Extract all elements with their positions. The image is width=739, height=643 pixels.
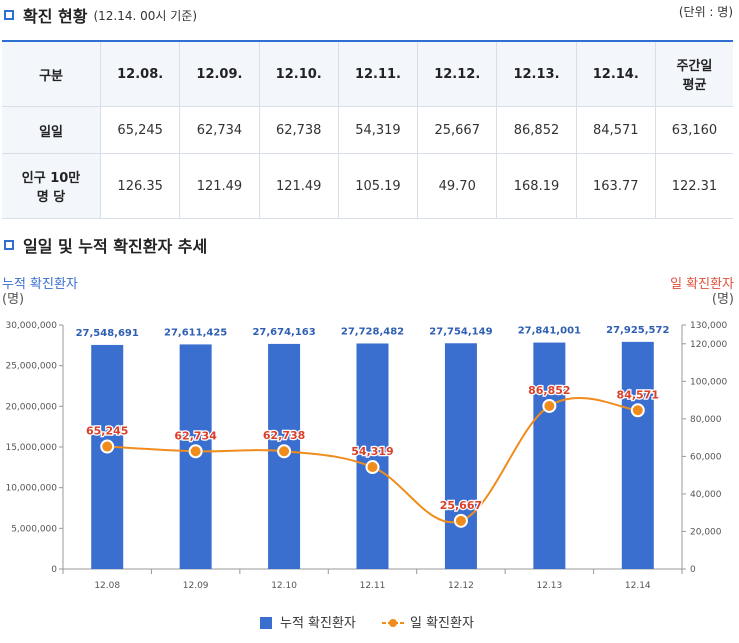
x-tick-label: 12.12 <box>448 581 474 591</box>
left-tick-label: 0 <box>51 565 57 575</box>
legend-bar-label: 누적 확진환자 <box>280 616 356 631</box>
table-row: 일일 65,245 62,734 62,738 54,319 25,667 86… <box>2 106 733 154</box>
header-date: 12.13. <box>496 41 577 107</box>
cell-value: 163.77 <box>576 153 656 219</box>
cell-value: 105.19 <box>338 153 419 219</box>
cell-value: 49.70 <box>417 153 498 219</box>
left-tick-label: 5,000,000 <box>11 524 57 534</box>
cell-value: 126.35 <box>100 153 181 219</box>
bar <box>91 344 124 569</box>
right-tick-label: 60,000 <box>690 452 722 462</box>
line-label: 25,667 <box>440 499 482 512</box>
legend-line-label: 일 확진환자 <box>410 616 474 631</box>
right-tick-label: 80,000 <box>690 415 722 425</box>
x-tick-label: 12.14 <box>625 581 651 591</box>
cell-avg: 63,160 <box>655 106 733 154</box>
cell-value: 121.49 <box>259 153 339 219</box>
line-label: 62,738 <box>263 429 305 442</box>
left-tick-label: 15,000,000 <box>5 443 57 453</box>
x-tick-label: 12.11 <box>360 581 386 591</box>
bar-label: 27,728,482 <box>341 326 404 337</box>
section-status-subtitle: (12.14. 00시 기준) <box>93 8 198 23</box>
line-point <box>542 398 557 413</box>
x-tick-label: 12.13 <box>536 581 562 591</box>
header-date: 12.11. <box>338 41 419 107</box>
line-point <box>630 403 645 418</box>
header-date: 12.10. <box>259 41 339 107</box>
header-label: 구분 <box>2 41 102 107</box>
bar-label: 27,611,425 <box>164 327 227 338</box>
unit-label: (단위 : 명) <box>678 5 733 19</box>
section-trend-header: 일일 및 누적 확진환자 추세 <box>4 233 207 257</box>
cell-value: 62,738 <box>259 106 339 154</box>
line-label: 62,734 <box>174 429 217 442</box>
right-axis-unit: (명) <box>712 292 734 307</box>
right-tick-label: 130,000 <box>690 321 727 331</box>
section-status-header: 확진 현황 (12.14. 00시 기준) <box>4 3 197 27</box>
cell-value: 65,245 <box>100 106 181 154</box>
bar-label: 27,548,691 <box>76 328 139 339</box>
line-label: 86,852 <box>528 384 570 397</box>
cell-avg: 122.31 <box>655 153 733 219</box>
bar-label: 27,754,149 <box>429 326 492 337</box>
bar <box>356 343 389 569</box>
bar-label: 27,674,163 <box>252 327 315 338</box>
cell-value: 86,852 <box>496 106 577 154</box>
table-row: 인구 10만 명 당 126.35 121.49 121.49 105.19 49… <box>2 153 733 219</box>
left-tick-label: 10,000,000 <box>5 484 57 494</box>
x-tick-label: 12.10 <box>271 581 297 591</box>
table-header-row: 구분 12.08. 12.09. 12.10. 12.11. 12.12. 12… <box>2 41 733 107</box>
header-date: 12.12. <box>417 41 498 107</box>
section-status-title: 확진 현황 <box>23 7 88 26</box>
right-tick-label: 20,000 <box>690 527 722 537</box>
bar <box>533 342 566 569</box>
left-tick-label: 20,000,000 <box>5 402 57 412</box>
cell-value: 84,571 <box>576 106 656 154</box>
right-tick-label: 40,000 <box>690 490 722 500</box>
line-label: 65,245 <box>86 425 128 438</box>
header-date: 12.08. <box>100 41 181 107</box>
right-axis-title: 일 확진환자 <box>670 277 734 292</box>
line-point <box>453 513 468 528</box>
bar-label: 27,841,001 <box>518 326 581 337</box>
left-tick-label: 25,000,000 <box>5 362 57 372</box>
line-point <box>188 444 203 459</box>
left-axis-title: 누적 확진환자 <box>2 277 78 292</box>
cell-value: 121.49 <box>179 153 260 219</box>
right-tick-label: 120,000 <box>690 340 727 350</box>
cell-value: 54,319 <box>338 106 419 154</box>
x-tick-label: 12.08 <box>94 581 120 591</box>
row-label-per-100k: 인구 10만 명 당 <box>2 153 102 219</box>
line-point <box>100 439 115 454</box>
bar-label: 27,925,572 <box>606 325 669 336</box>
line-point <box>277 444 292 459</box>
left-tick-label: 30,000,000 <box>5 321 57 331</box>
trend-chart: 누적 확진환자(명)일 확진환자(명)05,000,00010,000,0001… <box>2 277 734 631</box>
bar <box>621 341 654 569</box>
row-label-daily: 일일 <box>2 106 102 154</box>
header-weekly-avg: 주간일 평균 <box>655 41 733 107</box>
section-square-icon <box>4 10 14 20</box>
right-tick-label: 100,000 <box>690 377 727 387</box>
cell-value: 168.19 <box>496 153 577 219</box>
header-date: 12.09. <box>179 41 260 107</box>
legend-bar-swatch <box>260 617 272 629</box>
right-tick-label: 0 <box>690 565 696 575</box>
status-table: 구분 12.08. 12.09. 12.10. 12.11. 12.12. 12… <box>2 40 733 219</box>
line-point <box>365 460 380 475</box>
section-trend-title: 일일 및 누적 확진환자 추세 <box>23 237 208 256</box>
x-tick-label: 12.09 <box>183 581 209 591</box>
bar <box>444 343 477 569</box>
legend-line-marker <box>389 619 397 627</box>
section-square-icon <box>4 240 14 250</box>
cell-value: 62,734 <box>179 106 260 154</box>
line-label: 84,571 <box>617 388 659 401</box>
line-label: 54,319 <box>351 445 393 458</box>
header-date: 12.14. <box>576 41 656 107</box>
left-axis-unit: (명) <box>2 292 24 307</box>
cell-value: 25,667 <box>417 106 498 154</box>
